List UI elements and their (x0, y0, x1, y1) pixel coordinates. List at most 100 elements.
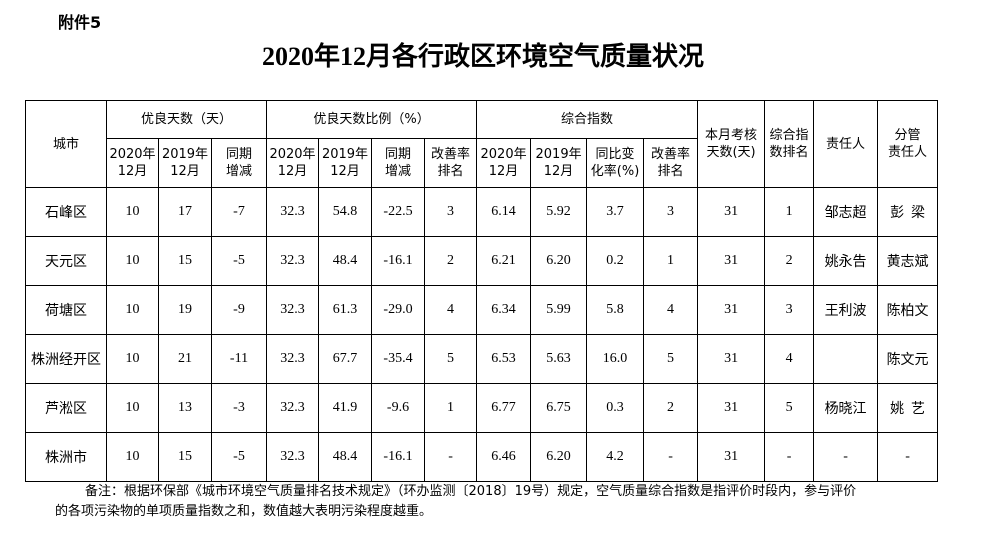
header-line: 2019年 (321, 147, 369, 162)
table-row: 天元区 10 15 -5 32.3 48.4 -16.1 2 6.21 6.20 0.2 1 31 2 姚永… (25, 236, 939, 286)
header-line: 本月考核 (705, 128, 758, 143)
header-cell: 优良天数（天） (106, 100, 267, 139)
header-line: 综合指 (769, 128, 809, 143)
table-cell: 19 (158, 285, 212, 335)
sub-header-row: 2020年 12月 2019年 12月 同期 增减 2020年 12月 2019年 12月 同期 增减… (26, 138, 938, 188)
table-cell: -9.6 (371, 383, 425, 433)
table-cell: 48.4 (318, 236, 372, 286)
table-cell: 10 (106, 236, 159, 286)
table-cell: 15 (158, 432, 212, 482)
header-line: 数排名 (769, 145, 809, 160)
table-cell: -3 (211, 383, 267, 433)
quality-table: 城市 优良天数（天） 优良天数比例（%） 综合指数 本月考核天数(天) 综合指数… (25, 100, 939, 482)
table-cell: -5 (211, 236, 267, 286)
header-cell: 同期 增减 (371, 138, 425, 188)
table-cell: 2 (643, 383, 699, 433)
note-line: 备注：根据环保部《城市环境空气质量排名技术规定》（环办监测〔2018〕19号）规… (85, 484, 857, 499)
header-line: 2020年 (269, 147, 316, 162)
table-row: 石峰区 10 17 -7 32.3 54.8 -22.5 3 6.14 5.92 3.7 3 31 1 邹志… (25, 187, 939, 237)
header-cell: 2020年 12月 (476, 138, 532, 188)
header-cell: 2019年 12月 (318, 138, 372, 188)
header-line: 2019年 (535, 147, 582, 162)
table-cell: 姚 艺 (877, 383, 939, 433)
table-cell: 10 (106, 432, 159, 482)
table-cell: 15 (158, 236, 212, 286)
table-cell: 黄志斌 (877, 236, 939, 286)
header-line: 同期 (384, 147, 411, 162)
table-cell: - (813, 432, 879, 482)
table-cell: -22.5 (371, 187, 425, 237)
table-cell: 2 (764, 236, 815, 286)
header-cell: 城市 (25, 100, 107, 188)
header-line: 排名 (657, 164, 684, 179)
table-cell: 陈文元 (877, 334, 939, 384)
header-cell: 2020年 12月 (106, 138, 159, 188)
table-cell: 13 (158, 383, 212, 433)
header-line: 增减 (384, 164, 411, 179)
table-cell: 10 (106, 334, 159, 384)
doc-title: 2020年12月各行政区环境空气质量状况 (261, 42, 704, 71)
table-row: 株洲市 10 15 -5 32.3 48.4 -16.1-6.46 6.20 4.2-31- - - (25, 432, 939, 482)
table-row: 芦淞区 10 13 -3 32.3 41.9 -9.6 1 6.77 6.75 0.3 2 31 5 杨晓江… (25, 383, 939, 433)
table-cell: 5.99 (530, 285, 588, 335)
header-line: 12月 (543, 164, 574, 179)
table-cell: 10 (106, 383, 159, 433)
table-cell (813, 334, 879, 384)
table-cell: 6.20 (530, 432, 588, 482)
table-cell: 5 (423, 334, 478, 384)
table-cell: 5 (643, 334, 699, 384)
header-cell: 综合指 数排名 (764, 100, 815, 188)
table-cell: -29.0 (371, 285, 425, 335)
table-cell: 6.75 (530, 383, 588, 433)
table-cell: - (423, 432, 478, 482)
header-line: 12月 (277, 164, 308, 179)
header-cell: 分管 责任人 (877, 100, 939, 188)
table-cell: -7 (211, 187, 267, 237)
table-cell: -5 (211, 432, 267, 482)
table-cell: 6.77 (476, 383, 532, 433)
header-line: 12月 (488, 164, 519, 179)
table-cell: 3 (643, 187, 699, 237)
table-cell: 姚永告 (813, 236, 879, 286)
header-line: 改善率 (431, 147, 471, 162)
table-row: 株洲经开区 10 21 -11 32.3 67.7 -35.4 5 6.53 5.63 16.0 5 3… (25, 334, 939, 384)
header-cell: 优良天数比例（%） (265, 100, 478, 139)
header-cell: 综合指数 (476, 100, 699, 139)
table-cell: 王利波 (813, 285, 879, 335)
table-cell: 32.3 (266, 334, 319, 384)
table-cell: 31 (697, 236, 766, 286)
table-cell: 31 (697, 432, 766, 482)
header-cell: 同比变 化率(%) (586, 138, 645, 188)
header-line: 天数(天) (706, 145, 756, 160)
table-cell: -16.1 (371, 236, 425, 286)
header-line: 12月 (170, 164, 200, 179)
table-row: 荷塘区 10 19 -9 32.3 61.3 -29.0 4 6.34 5.99 5.8 4 31 3 王利… (25, 285, 939, 335)
table-cell: 10 (106, 187, 159, 237)
table-cell: -35.4 (371, 334, 425, 384)
header-line: 同期 (225, 147, 252, 162)
table-cell: 株洲市 (25, 432, 107, 482)
table-cell: 1 (423, 383, 478, 433)
table-cell: 32.3 (266, 285, 319, 335)
table-cell: 芦淞区 (25, 383, 107, 433)
header-cell: 2019年 12月 (530, 138, 588, 188)
table-cell: 天元区 (25, 236, 107, 286)
table-cell: 6.53 (476, 334, 532, 384)
table-cell: 61.3 (318, 285, 372, 335)
table-cell: 3.7 (586, 187, 645, 237)
table-cell: 2 (423, 236, 478, 286)
header-cell: 同期 增减 (211, 138, 267, 188)
header-line: 排名 (437, 164, 464, 179)
table-cell: 32.3 (266, 383, 319, 433)
table-cell: 3 (423, 187, 478, 237)
attachment-label: 附件5 (58, 13, 102, 32)
header-cell: 本月考核天数(天) (697, 100, 766, 188)
note-line: 的各项污染物的单项质量指数之和，数值越大表明污染程度越重。 (55, 504, 433, 519)
table-cell: 1 (764, 187, 815, 237)
table-body: 石峰区 10 17 -7 32.3 54.8 -22.5 3 6.14 5.92 3.7 3 31 1 邹志… (25, 187, 939, 482)
table-cell: 6.46 (476, 432, 532, 482)
header-cell: 责任人 (813, 100, 879, 188)
table-cell: 彭 梁 (877, 187, 939, 237)
table-cell: - (764, 432, 815, 482)
table-cell: 0.3 (586, 383, 645, 433)
